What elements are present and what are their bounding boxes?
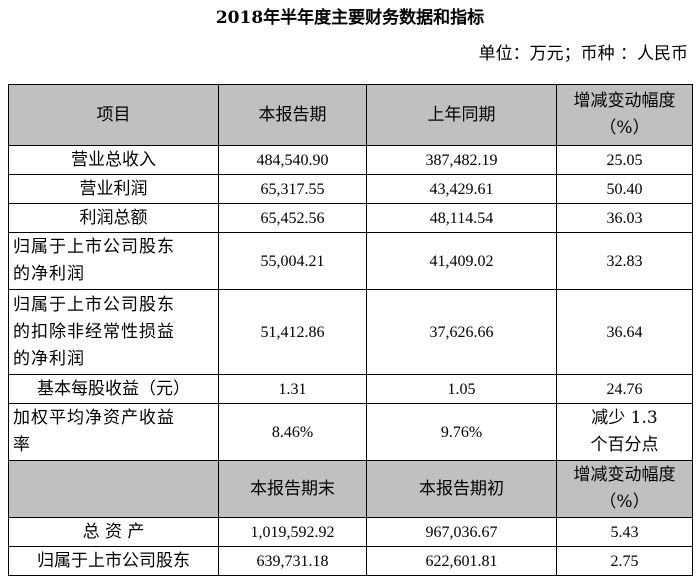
table-row: 归属于上市公司股东 的扣除非经常性损益 的净利润 51,412.86 37,62… [8, 289, 693, 375]
row-prior: 387,482.19 [366, 145, 557, 175]
table-row: 加权平均净资产收益 率 8.46% 9.76% 减少 1.3 个百分点 [8, 403, 693, 461]
row-current: 639,731.18 [218, 546, 367, 576]
row-label: 归属于上市公司股东 的净利润 [8, 232, 219, 290]
table-header-row: 本报告期末 本报告期初 增减变动幅度 （%） [8, 460, 693, 518]
header-change-line1: 增减变动幅度 [573, 91, 676, 111]
header-period-end: 本报告期末 [218, 460, 367, 518]
row-change: 50.40 [556, 174, 693, 204]
row-change: 32.83 [556, 232, 693, 290]
row-change: 36.03 [556, 203, 693, 233]
header-prior-period: 上年同期 [366, 84, 557, 146]
row-change-line: 个百分点 [590, 435, 659, 455]
row-change: 2.75 [556, 546, 693, 576]
row-label: 归属于上市公司股东 [8, 546, 219, 576]
row-current: 1,019,592.92 [218, 517, 367, 547]
row-prior: 967,036.67 [366, 517, 557, 547]
row-current: 55,004.21 [218, 232, 367, 290]
row-change: 25.05 [556, 145, 693, 175]
row-current: 8.46% [218, 403, 367, 461]
header-period-start: 本报告期初 [366, 460, 557, 518]
row-label: 总 资 产 [8, 517, 219, 547]
row-label: 营业总收入 [8, 145, 219, 175]
row-label-line: 归属于上市公司股东 [13, 237, 175, 257]
table-row: 营业利润 65,317.55 43,429.61 50.40 [8, 174, 693, 204]
header-item [8, 460, 219, 518]
row-label: 利润总额 [8, 203, 219, 233]
row-change: 24.76 [556, 374, 693, 404]
row-change: 36.64 [556, 289, 693, 375]
unit-note: 单位：万元；币种 ：人民币 [478, 44, 688, 64]
financial-table: 项目 本报告期 上年同期 增减变动幅度 （%） 营业总收入 484,540.90… [8, 84, 693, 576]
table-header-row: 项目 本报告期 上年同期 增减变动幅度 （%） [8, 84, 693, 146]
row-label-line: 率 [13, 435, 31, 455]
row-prior: 41,409.02 [366, 232, 557, 290]
row-label-line: 的净利润 [13, 348, 85, 369]
table-row: 利润总额 65,452.56 48,114.54 36.03 [8, 203, 693, 233]
header-change-line2: （%） [599, 118, 650, 138]
row-label-line: 的净利润 [13, 264, 85, 284]
row-label-line: 加权平均净资产收益 [13, 408, 175, 428]
row-label-line: 归属于上市公司股东 [13, 294, 175, 315]
header-current-period: 本报告期 [218, 84, 367, 146]
row-prior: 1.05 [366, 374, 557, 404]
row-change-line: 减少 1.3 [591, 408, 658, 428]
row-current: 1.31 [218, 374, 367, 404]
row-change: 减少 1.3 个百分点 [556, 403, 693, 461]
row-label-line: 的扣除非经常性损益 [13, 321, 175, 342]
header-item: 项目 [8, 84, 219, 146]
table-row: 基本每股收益（元） 1.31 1.05 24.76 [8, 374, 693, 404]
header-change-line2: （%） [599, 492, 650, 512]
row-label: 营业利润 [8, 174, 219, 204]
table-row: 营业总收入 484,540.90 387,482.19 25.05 [8, 145, 693, 175]
header-change: 增减变动幅度 （%） [556, 84, 693, 146]
page-title: 2018年半年度主要财务数据和指标 [215, 8, 485, 28]
table-row: 归属于上市公司股东 639,731.18 622,601.81 2.75 [8, 546, 693, 576]
row-label: 基本每股收益（元） [8, 374, 219, 404]
header-change-line1: 增减变动幅度 [573, 465, 676, 485]
row-current: 65,452.56 [218, 203, 367, 233]
row-prior: 43,429.61 [366, 174, 557, 204]
row-current: 484,540.90 [218, 145, 367, 175]
table-row: 总 资 产 1,019,592.92 967,036.67 5.43 [8, 517, 693, 547]
row-current: 65,317.55 [218, 174, 367, 204]
row-prior: 622,601.81 [366, 546, 557, 576]
row-change: 5.43 [556, 517, 693, 547]
row-current: 51,412.86 [218, 289, 367, 375]
row-label: 加权平均净资产收益 率 [8, 403, 219, 461]
header-change: 增减变动幅度 （%） [556, 460, 693, 518]
table-row: 归属于上市公司股东 的净利润 55,004.21 41,409.02 32.83 [8, 232, 693, 290]
row-label: 归属于上市公司股东 的扣除非经常性损益 的净利润 [8, 289, 219, 375]
row-prior: 9.76% [366, 403, 557, 461]
row-prior: 48,114.54 [366, 203, 557, 233]
row-prior: 37,626.66 [366, 289, 557, 375]
